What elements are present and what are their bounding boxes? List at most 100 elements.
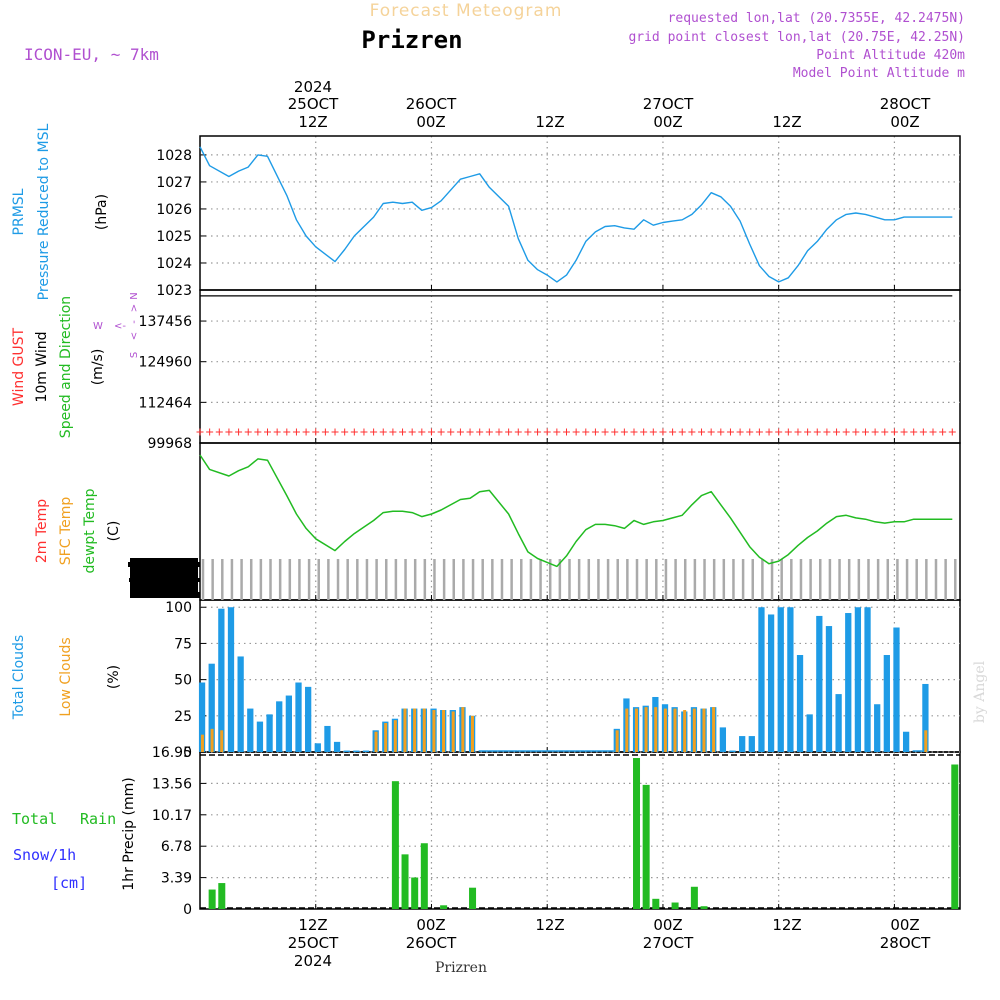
pressure-unit: (hPa) — [94, 194, 110, 230]
wind-dir-glyph-dash: - — [129, 320, 140, 324]
total-cloud-bar — [276, 701, 283, 752]
bottom-date-27oct: 27OCT — [643, 934, 694, 952]
precip-bar — [469, 887, 477, 909]
clouds-ytick-label-3: 75 — [174, 636, 192, 652]
total-cloud-bar — [237, 656, 244, 752]
total-cloud-bar — [208, 663, 215, 752]
precip-bar — [652, 898, 660, 909]
pressure-label-msl: Pressure Reduced to MSL — [36, 123, 52, 300]
wind-label-gust: Wind GUST — [11, 327, 27, 406]
temp-tick-blob-2 — [128, 562, 200, 567]
temp-tick-blob-3 — [129, 578, 200, 582]
total-cloud-bar — [266, 714, 273, 752]
total-cloud-bar — [227, 607, 235, 752]
precip-bar — [218, 883, 226, 909]
total-cloud-bar — [893, 627, 900, 752]
precip-ytick-label-5: 16.95 — [152, 745, 192, 761]
bottom-date-28oct: 28OCT — [880, 934, 931, 952]
low-cloud-bar — [451, 711, 455, 752]
precip-ytick-label-3: 10.17 — [152, 808, 192, 824]
wind-ytick-label-1: 112464 — [139, 395, 193, 411]
precip-bar — [690, 886, 698, 909]
meteogram-title: Forecast Meteogram — [370, 1, 563, 21]
top-first-date: 25OCT — [288, 95, 339, 113]
bottom-tick-label-00z-2: 00Z — [653, 916, 682, 934]
temp-label-dewpt: dewpt Temp — [82, 488, 98, 573]
wind-ytick-label-0: 99968 — [147, 436, 192, 452]
total-cloud-bar — [883, 655, 890, 752]
pressure-frame — [199, 135, 961, 291]
total-cloud-bar — [324, 725, 331, 752]
temp-label-2m: 2m Temp — [34, 499, 50, 563]
precip-frame — [199, 751, 961, 910]
precip-ylabel: 1hr Precip (mm) — [121, 777, 137, 890]
clouds-ytick-label-4: 100 — [165, 600, 192, 616]
credit-watermark: by Angel — [972, 660, 988, 723]
pressure-ytick-label-4: 1027 — [156, 175, 192, 191]
wind-panel-labels: Wind GUST 10m Wind Speed and Direction (… — [11, 292, 140, 438]
clouds-label-low: Low Clouds — [58, 637, 74, 716]
precip-bar — [633, 758, 641, 909]
total-cloud-bar — [845, 613, 852, 752]
pressure-series-line — [199, 146, 953, 283]
precip-bar — [671, 902, 679, 909]
top-tick-label-27oct-00z: 00Z — [653, 113, 682, 131]
total-cloud-bar — [285, 695, 292, 752]
grid-point-coords: grid point closest lon,lat (20.75E, 42.2… — [628, 30, 965, 45]
wind-dir-glyph-s: S — [129, 352, 140, 358]
wind-dir-glyph-n: N — [129, 292, 140, 299]
precip-bar — [440, 905, 448, 909]
total-cloud-bar — [777, 607, 784, 752]
precip-bar — [420, 843, 428, 909]
precip-ytick-label-2: 6.78 — [161, 839, 192, 855]
pressure-ytick-label-1: 1024 — [156, 256, 192, 272]
pressure-ytick-label-5: 1028 — [156, 148, 192, 164]
wind-dir-glyph-lt: < — [129, 332, 140, 340]
low-cloud-bar — [683, 710, 687, 752]
precip-panel-labels: Total Rain Snow/1h [cm] 1hr Precip (mm) — [12, 777, 137, 892]
wind-dir-glyph-arrow: <- — [114, 321, 126, 332]
total-cloud-bar — [719, 727, 727, 752]
low-cloud-bar — [384, 723, 388, 752]
requested-coords: requested lon,lat (20.7355E, 42.2475N) — [668, 11, 965, 26]
bottom-date-26oct: 26OCT — [406, 934, 457, 952]
bottom-tick-label-00z-1: 00Z — [416, 916, 445, 934]
bottom-tick-label-00z-3: 00Z — [890, 916, 919, 934]
pressure-panel-labels: PRMSL Pressure Reduced to MSL (hPa) — [11, 123, 110, 300]
total-cloud-bar — [767, 614, 775, 752]
low-cloud-bar — [210, 728, 214, 752]
bottom-tick-label-12z-2: 12Z — [535, 916, 564, 934]
wind-frame — [199, 289, 961, 444]
top-tick-label-26oct-00z: 00Z — [416, 113, 445, 131]
bottom-time-axis: 12Z 25OCT 2024 00Z 26OCT 12Z 00Z 27OCT 1… — [288, 916, 931, 976]
low-cloud-bar — [220, 730, 224, 752]
total-cloud-bar — [854, 607, 862, 752]
total-cloud-bar — [864, 607, 871, 752]
clouds-ytick-label-0: 0 — [183, 745, 192, 761]
precip-side-total: Total — [12, 810, 57, 828]
wind-ytick-label-3: 137456 — [139, 314, 193, 330]
low-cloud-bar — [200, 734, 204, 752]
total-cloud-bar — [796, 655, 804, 752]
low-cloud-bar — [403, 708, 407, 752]
grid-layer: 1023 1024 1025 1026 1027 1028 99968 112464 12496… — [139, 135, 961, 918]
pressure-ytick-label-2: 1025 — [156, 229, 192, 245]
precip-ytick-label-1: 3.39 — [161, 871, 192, 887]
wind-dir-glyph-w: W — [93, 321, 103, 332]
total-cloud-bar — [739, 736, 746, 752]
low-cloud-bar — [432, 710, 436, 752]
total-cloud-bar — [922, 683, 929, 752]
temp-tick-blob-4 — [131, 592, 200, 598]
temp-label-sfc: SFC Temp — [58, 497, 74, 566]
clouds-ytick-label-1: 25 — [174, 709, 192, 725]
bottom-year: 2024 — [294, 952, 332, 970]
low-cloud-bar — [470, 715, 474, 752]
model-label: ICON-EU, ~ 7km — [24, 45, 159, 64]
precip-ytick-label-0: 0 — [183, 902, 192, 918]
total-cloud-bar — [247, 708, 254, 752]
precip-bar — [391, 781, 399, 909]
top-time-axis: 2024 25OCT 12Z 26OCT 00Z 12Z 27OCT 00Z 1… — [288, 78, 931, 131]
model-altitude: Model Point Altitude m — [793, 66, 965, 81]
low-cloud-bar — [393, 720, 397, 752]
wind-ytick-label-2: 124960 — [139, 355, 192, 371]
